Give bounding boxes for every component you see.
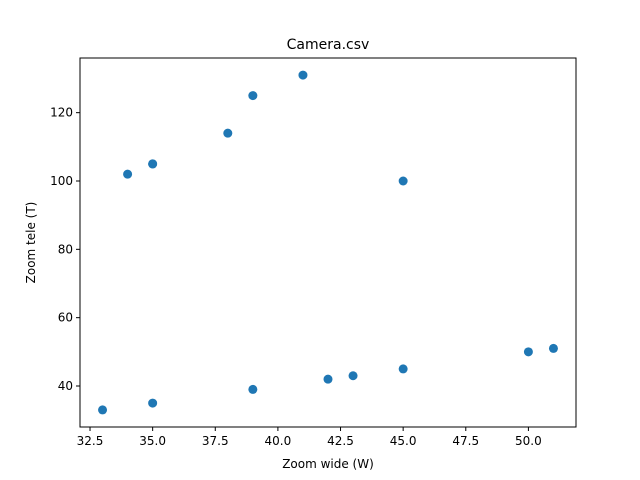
- y-axis: 40 60 80 100 120: [50, 106, 80, 393]
- data-point: [348, 371, 358, 381]
- data-point: [398, 364, 408, 374]
- data-point: [148, 159, 158, 169]
- data-point: [223, 128, 233, 138]
- data-points: [98, 70, 558, 415]
- x-axis: 32.5 35.0 37.5 40.0 42.5 45.0 47.5 50.0: [77, 427, 542, 448]
- data-point: [323, 374, 333, 384]
- x-tick-label: 42.5: [327, 434, 354, 448]
- y-tick-label: 80: [58, 242, 73, 256]
- data-point: [123, 169, 133, 179]
- data-point: [248, 91, 258, 101]
- x-tick-label: 45.0: [390, 434, 417, 448]
- y-tick-label: 100: [50, 174, 73, 188]
- data-point: [523, 347, 533, 357]
- data-point: [148, 398, 158, 408]
- x-tick-label: 47.5: [452, 434, 479, 448]
- data-point: [248, 384, 258, 394]
- plot-frame: [79, 57, 577, 428]
- data-point: [548, 343, 558, 353]
- y-axis-label: Zoom tele (T): [24, 202, 38, 284]
- y-tick-label: 120: [50, 106, 73, 120]
- data-point: [398, 176, 408, 186]
- y-tick-label: 40: [58, 379, 73, 393]
- chart-title: Camera.csv: [287, 37, 370, 53]
- x-tick-label: 35.0: [139, 434, 166, 448]
- data-point: [98, 405, 108, 415]
- y-tick-label: 60: [58, 311, 73, 325]
- x-tick-label: 32.5: [77, 434, 104, 448]
- x-axis-label: Zoom wide (W): [282, 457, 374, 471]
- data-point: [298, 70, 308, 80]
- x-tick-label: 40.0: [265, 434, 292, 448]
- x-tick-label: 50.0: [515, 434, 542, 448]
- x-tick-label: 37.5: [202, 434, 229, 448]
